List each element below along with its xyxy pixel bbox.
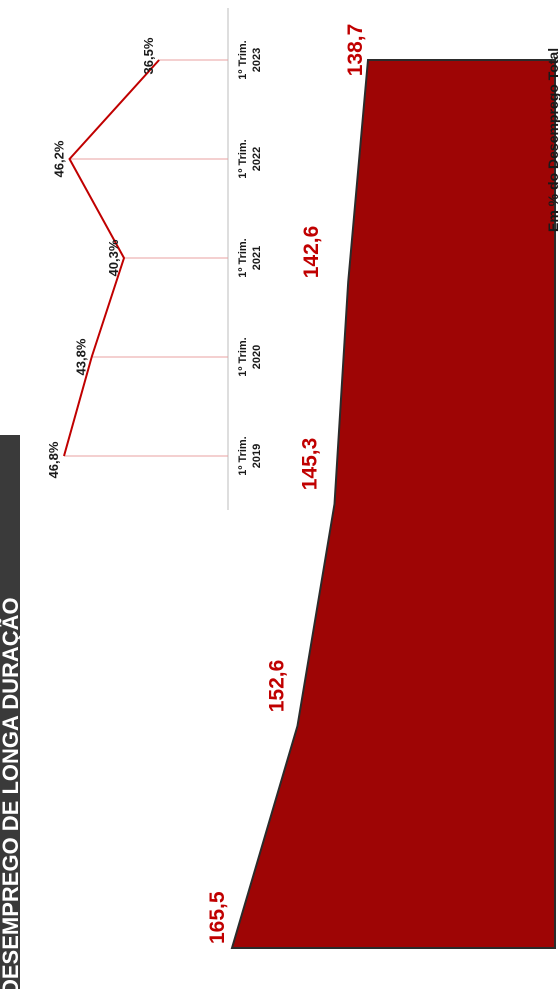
line-value-label: 46,8% <box>46 441 61 478</box>
line-value-label: 46,2% <box>52 140 67 177</box>
category-tick-label: 2021 <box>251 246 263 270</box>
area-fill <box>230 59 556 949</box>
category-tick-label: 2020 <box>251 345 263 369</box>
category-tick-label: 2019 <box>251 444 263 468</box>
title-banner: DESEMPREGO DE LONGA DURAÇÃO <box>0 435 23 989</box>
area-value-label: 142,6 <box>300 226 323 279</box>
line-chart-title: Em % do Desemprego Total <box>545 48 560 232</box>
category-tick-label: 1º Trim. <box>237 337 249 376</box>
area-value-label: 165,5 <box>206 891 229 944</box>
area-value-label: 145,3 <box>299 438 322 491</box>
category-tick-label: 1º Trim. <box>237 436 249 475</box>
line-value-label: 40,3% <box>106 239 121 276</box>
area-value-label: 138,7 <box>344 24 367 77</box>
category-tick-label: 2022 <box>251 147 263 171</box>
chart-title: DESEMPREGO DE LONGA DURAÇÃO <box>0 597 23 989</box>
area-value-label: 152,6 <box>265 660 288 713</box>
line-value-label: 36,5% <box>141 37 156 74</box>
category-tick-label: 2023 <box>251 48 263 72</box>
title-banner-bg <box>0 435 20 989</box>
area-chart: 165,5 152,6 145,3 142,6 138,7 <box>206 24 556 949</box>
line-chart: 46,8%43,8%40,3%46,2%36,5%1º Trim. 20191º … <box>46 8 263 510</box>
line-chart-series <box>63 59 160 457</box>
category-tick-label: 1º Trim. <box>237 40 249 79</box>
line-value-label: 43,8% <box>74 338 89 375</box>
category-tick-label: 1º Trim. <box>237 139 249 178</box>
category-tick-label: 1º Trim. <box>237 238 249 277</box>
